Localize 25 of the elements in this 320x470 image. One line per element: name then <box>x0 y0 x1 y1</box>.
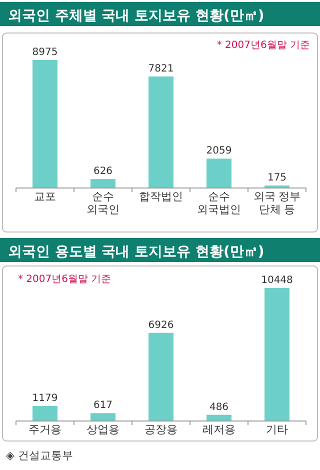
text: * 2007년6월말 기준 <box>216 40 310 51</box>
data-label: 2059 <box>206 146 232 157</box>
data-label: 8975 <box>32 47 58 58</box>
x-tick-label: 순수 외국인 <box>86 190 120 216</box>
data-label: 175 <box>267 172 287 184</box>
x-tick-label: 합작법인 <box>139 190 183 203</box>
data-label: 486 <box>209 402 229 413</box>
x-tick-label: 외국 정부 단체 등 <box>253 190 301 216</box>
text: * 2007년6월말 기준 <box>18 274 112 285</box>
x-tick-label: 기타 <box>266 423 288 436</box>
data-label: 10448 <box>261 275 293 286</box>
x-tick-label: 주거용 <box>28 423 62 436</box>
x-tick-label: 상업용 <box>86 423 120 436</box>
x-tick-label: 공장용 <box>144 423 178 436</box>
data-label: 6926 <box>148 320 174 331</box>
data-label: 617 <box>93 400 113 412</box>
x-tick-label: 교포 <box>34 190 56 203</box>
chart-title: 외국인 용도별 국내 토지보유 현황(만㎡) <box>8 244 264 260</box>
x-tick-label: 레저용 <box>202 423 236 436</box>
chart-title: 외국인 주체별 국내 토지보유 현황(만㎡) <box>8 8 264 24</box>
x-tick-label: 순수 외국법인 <box>197 190 241 216</box>
data-label: 1179 <box>32 392 58 404</box>
data-label: 626 <box>93 166 113 178</box>
data-label: 7821 <box>148 63 174 74</box>
text: ◈ 건설교통부 <box>6 449 73 462</box>
